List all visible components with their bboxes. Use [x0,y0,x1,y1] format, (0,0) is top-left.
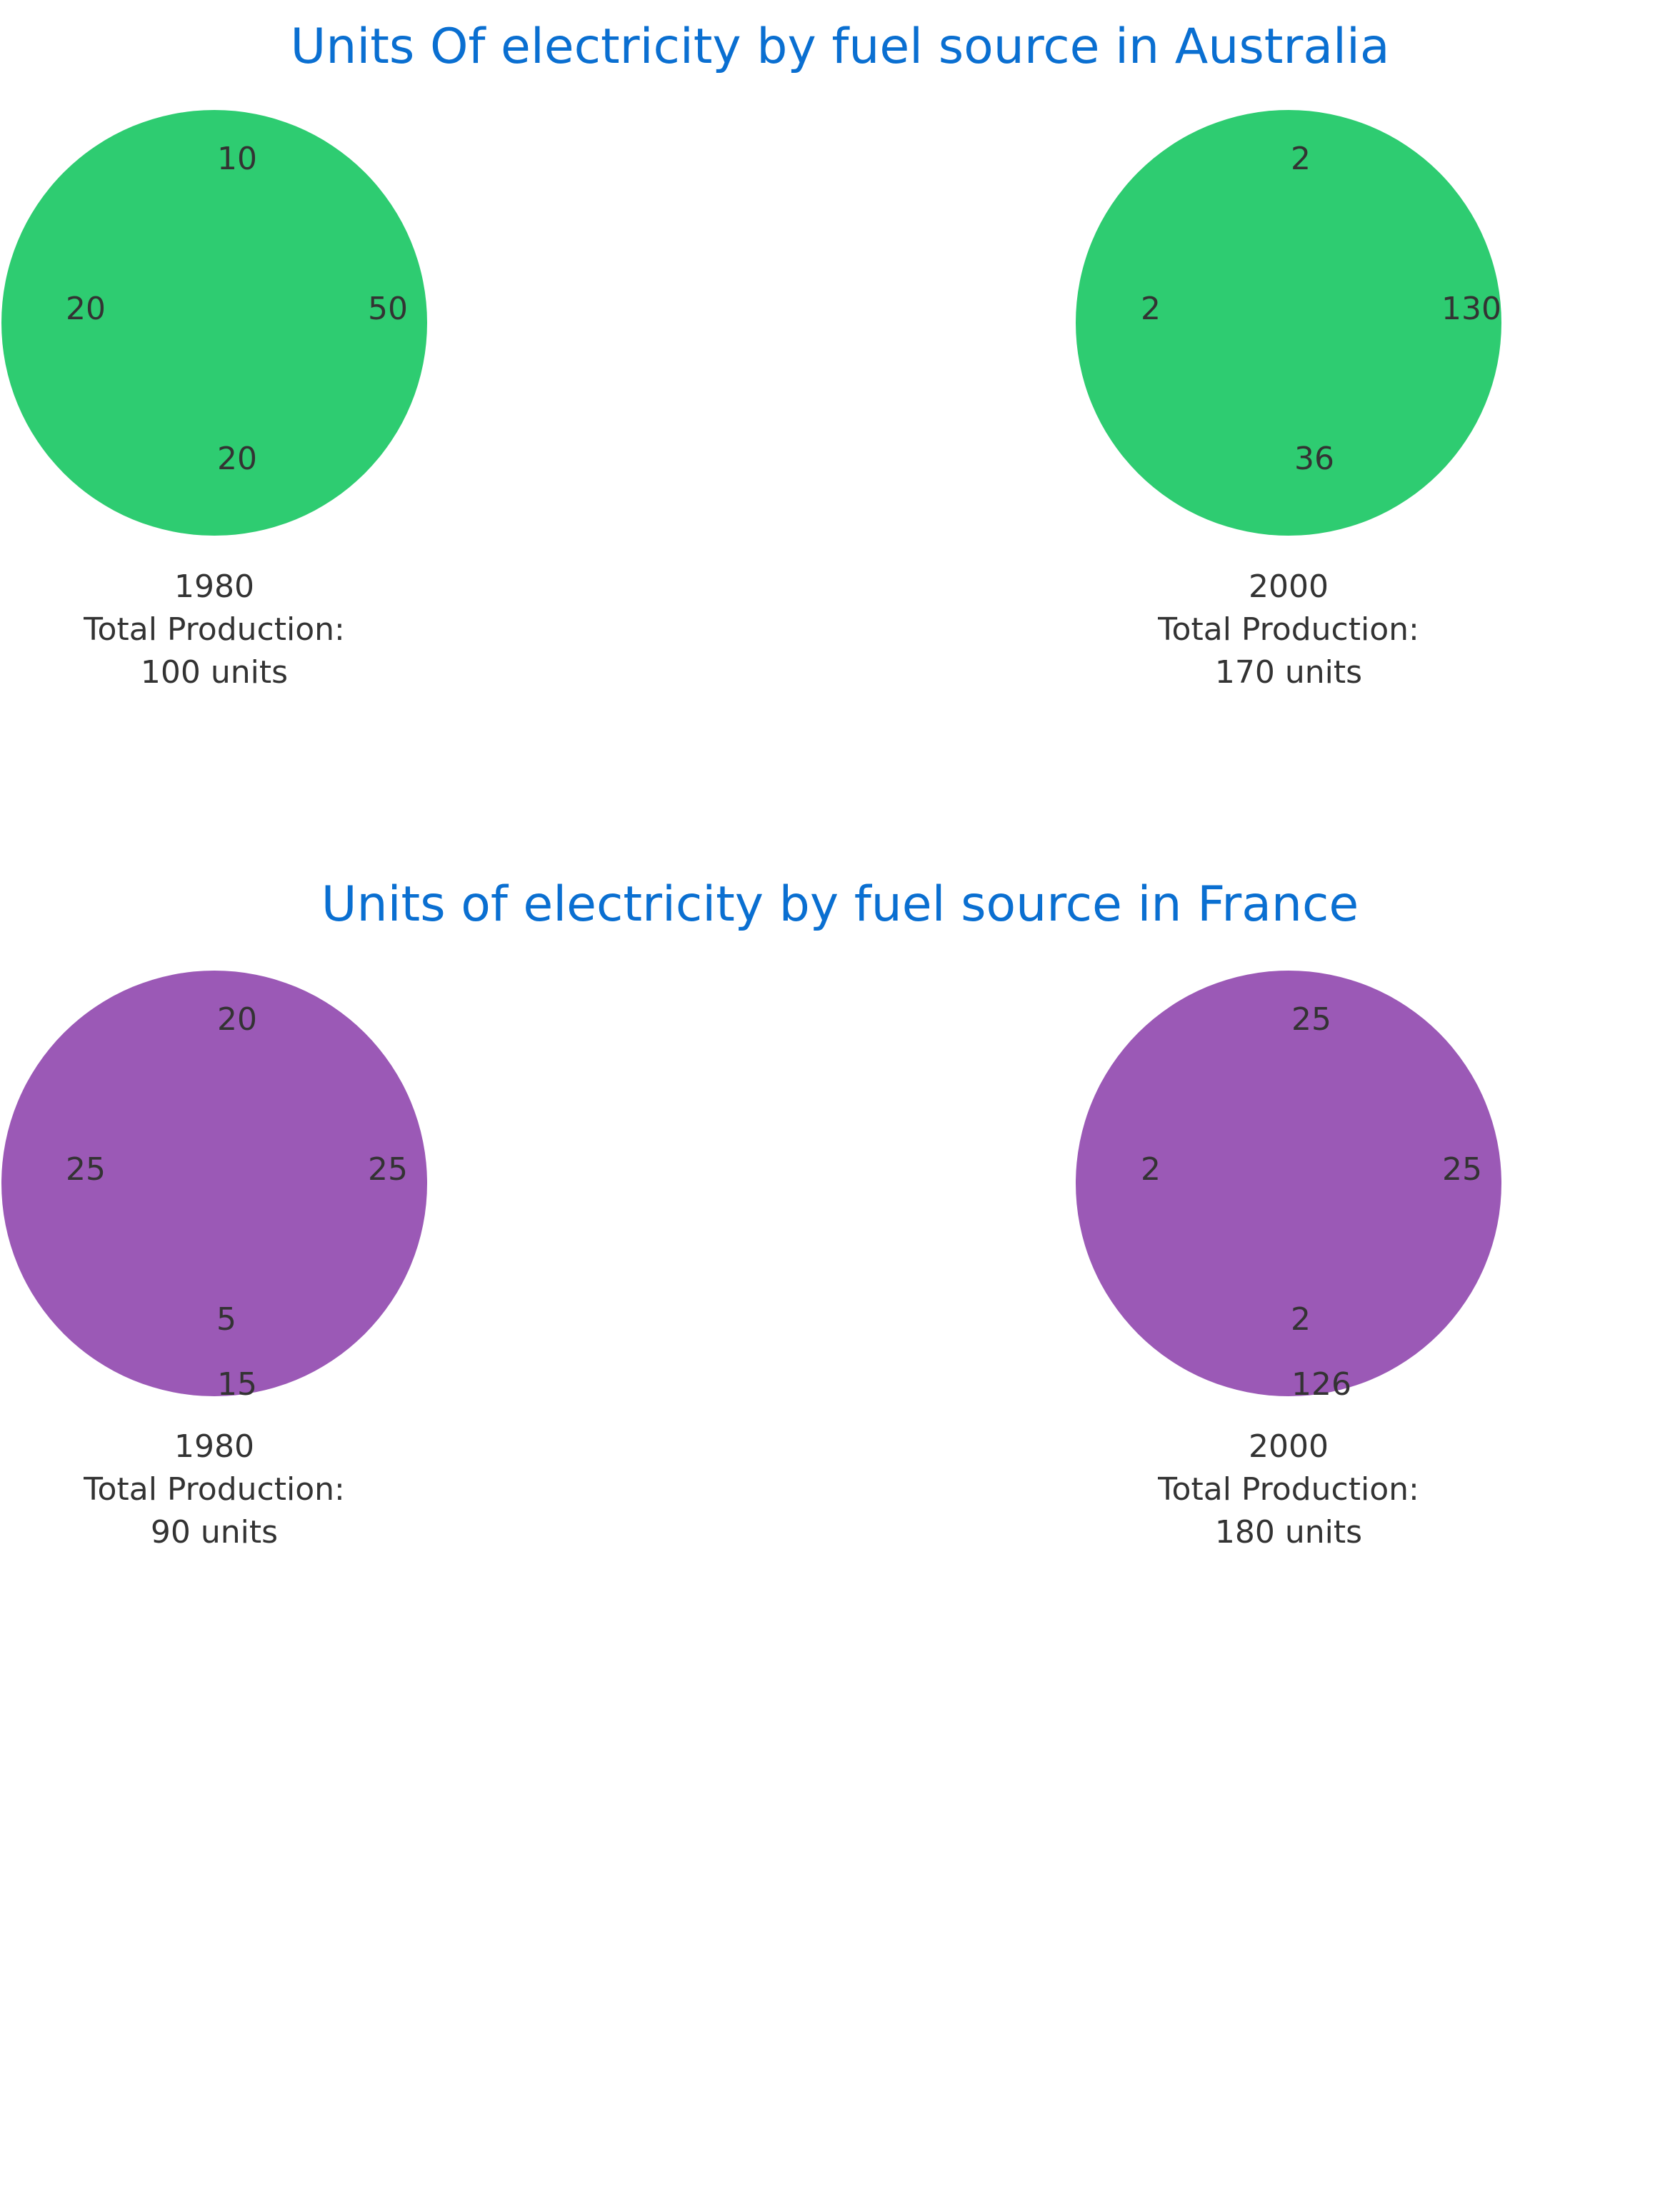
caption-total-label: Total Production: [1158,1471,1419,1508]
slice-label: 20 [217,441,257,477]
slice-label: 5 [216,1301,236,1338]
slice-label: 25 [1442,1151,1482,1188]
slice-label: 50 [368,291,408,327]
slice-label: 2 [1141,1151,1161,1188]
caption-year: 1980 [174,1428,254,1465]
caption-total-value: 100 units [140,654,289,691]
pie-circle [1,971,427,1396]
caption-france-2000: 2000 Total Production: 180 units [1074,1426,1503,1554]
pie-circle [1076,971,1501,1396]
caption-total-label: Total Production: [1158,611,1419,648]
slice-label: 2 [1291,1301,1311,1338]
chart-title-australia: Units Of electricity by fuel source in A… [290,19,1390,75]
caption-total-label: Total Production: [84,1471,345,1508]
slice-label: 25 [368,1151,408,1188]
caption-total-value: 170 units [1214,654,1363,691]
caption-france-1980: 1980 Total Production: 90 units [0,1426,429,1554]
caption-total-label: Total Production: [84,611,345,648]
pie-australia-1980: 10 50 20 20 [1,110,427,536]
pie-circle [1,110,427,536]
pie-france-2000: 25 25 2 2 126 [1076,971,1501,1403]
slice-label: 126 [1291,1366,1351,1403]
slice-label: 2 [1291,141,1311,177]
pie-circle [1076,110,1501,536]
caption-year: 2000 [1249,1428,1329,1465]
pie-australia-2000: 2 130 36 2 [1076,110,1501,536]
slice-label: 10 [217,141,257,177]
caption-year: 1980 [174,568,254,605]
slice-label: 2 [1141,291,1161,327]
slice-label: 15 [217,1366,257,1403]
slice-label: 20 [66,291,106,327]
caption-australia-1980: 1980 Total Production: 100 units [0,566,429,694]
slice-label: 25 [1291,1001,1331,1038]
slice-label: 20 [217,1001,257,1038]
caption-year: 2000 [1249,568,1329,605]
chart-title-france: Units of electricity by fuel source in F… [321,876,1359,933]
caption-total-value: 90 units [150,1514,279,1551]
pie-france-1980: 20 25 5 25 15 [1,971,427,1403]
slice-label: 36 [1294,441,1334,477]
caption-total-value: 180 units [1214,1514,1363,1551]
slice-label: 130 [1441,291,1501,327]
caption-australia-2000: 2000 Total Production: 170 units [1074,566,1503,694]
slice-label: 25 [66,1151,106,1188]
